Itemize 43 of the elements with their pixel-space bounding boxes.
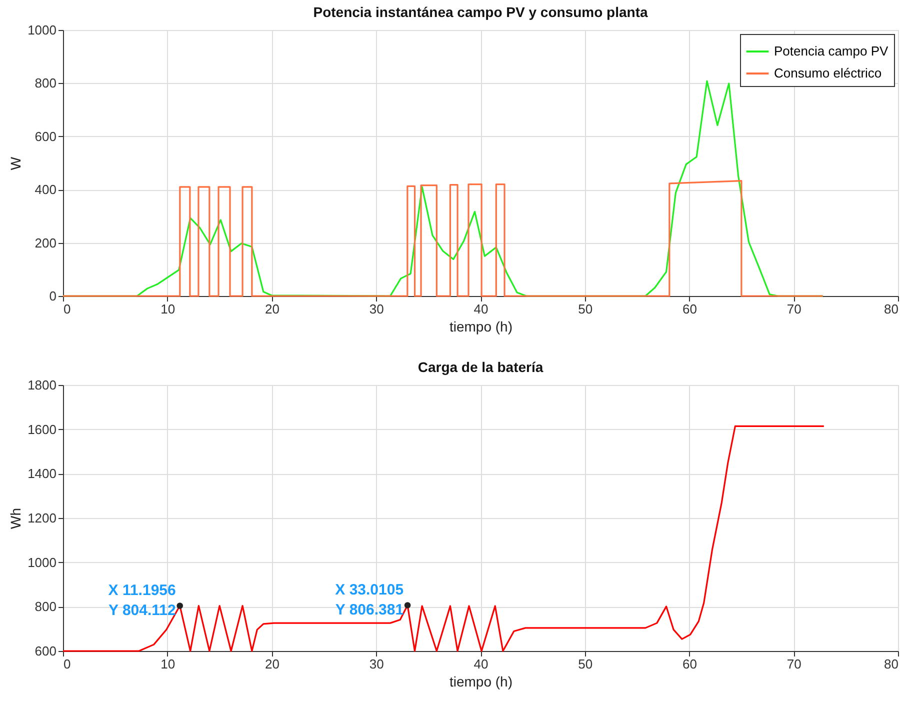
x-tick-label: 70 (786, 656, 802, 672)
x-tick-label: 60 (682, 656, 697, 672)
y-tick-label: 800 (34, 76, 56, 91)
y-tick-label: 400 (34, 182, 56, 198)
y-tick-label: 600 (34, 644, 56, 658)
x-tick-label: 0 (64, 302, 71, 316)
x-tick-label: 10 (160, 656, 176, 672)
x-tick-label: 70 (786, 302, 802, 316)
x-tick-label: 50 (578, 656, 593, 672)
y-tick-label: 200 (34, 235, 56, 250)
chart-title: Carga de la batería (418, 359, 544, 375)
y-tick-label: 1800 (28, 378, 56, 392)
line-series (62, 180, 824, 297)
legend-label: Potencia campo PV (774, 44, 889, 58)
x-tick-label: 50 (578, 302, 593, 316)
x-tick-label: 20 (265, 302, 280, 316)
y-tick-label: 1200 (28, 510, 56, 526)
y-tick-label: 1600 (28, 422, 56, 437)
x-axis-title: tiempo (h) (449, 674, 513, 690)
x-tick-label: 80 (884, 656, 898, 672)
y-tick-label: 800 (34, 599, 56, 614)
annotation: X 33.0105 Y 806.381 (335, 581, 404, 618)
x-tick-label: 20 (265, 656, 280, 672)
x-axis-title: tiempo (h) (449, 318, 513, 334)
y-axis-title: W (8, 156, 24, 170)
x-tick-label: 30 (369, 302, 384, 316)
y-tick-label: 600 (34, 128, 56, 144)
y-tick-label: 1000 (28, 554, 56, 570)
x-tick-label: 10 (160, 302, 176, 316)
y-tick-label: 1400 (28, 466, 56, 482)
y-tick-label: 1000 (28, 22, 56, 38)
y-tick-label: 0 (49, 288, 56, 304)
legend-label: Consumo eléctrico (774, 66, 882, 80)
x-tick-label: 0 (64, 656, 71, 672)
x-tick-label: 40 (474, 656, 488, 672)
line-series (62, 425, 825, 652)
chart-title: Potencia instantánea campo PV y consumo planta (313, 4, 648, 20)
x-tick-label: 60 (682, 302, 697, 316)
y-axis-title: Wh (8, 508, 24, 529)
x-tick-label: 30 (369, 656, 384, 672)
x-tick-label: 40 (474, 302, 488, 316)
x-tick-label: 80 (884, 302, 898, 316)
annotation: X 11.1956 Y 804.112 (108, 582, 176, 619)
